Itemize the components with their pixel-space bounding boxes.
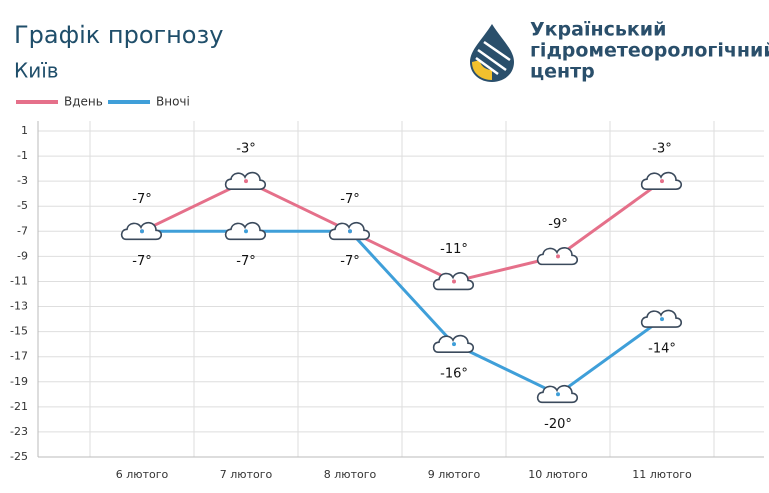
logo-text: Український	[530, 19, 666, 41]
x-tick-label: 9 лютого	[428, 468, 481, 481]
point	[244, 229, 248, 234]
value-label: -7°	[132, 192, 151, 207]
value-label: -7°	[340, 254, 359, 269]
value-label: -3°	[652, 142, 671, 157]
point	[452, 279, 456, 284]
y-tick-label: -1	[17, 149, 28, 162]
y-tick-label: -15	[10, 325, 28, 338]
value-label: -16°	[440, 367, 468, 382]
y-tick-label: -17	[10, 350, 28, 363]
legend-label: Вночі	[156, 95, 190, 109]
point	[452, 342, 456, 347]
legend-label: Вдень	[64, 95, 103, 109]
y-tick-label: -23	[10, 425, 28, 438]
point	[556, 392, 560, 397]
y-tick-label: -11	[10, 274, 28, 287]
value-label: -9°	[548, 217, 567, 232]
point	[660, 179, 664, 184]
x-tick-label: 10 лютого	[528, 468, 588, 481]
value-label: -7°	[236, 254, 255, 269]
value-label: -11°	[440, 242, 468, 257]
point	[556, 254, 560, 259]
value-label: -3°	[236, 142, 255, 157]
y-tick-label: -13	[10, 300, 28, 313]
x-tick-label: 11 лютого	[632, 468, 692, 481]
point	[348, 229, 352, 234]
value-label: -7°	[340, 192, 359, 207]
y-tick-label: -7	[17, 224, 28, 237]
y-tick-label: -5	[17, 199, 28, 212]
x-tick-label: 7 лютого	[220, 468, 273, 481]
value-label: -20°	[544, 417, 572, 432]
logo-icon	[470, 24, 514, 82]
y-tick-label: -3	[17, 174, 28, 187]
chart-title: Графік прогнозу	[14, 21, 223, 49]
value-label: -14°	[648, 342, 676, 357]
chart-subtitle: Київ	[14, 59, 59, 83]
y-tick-label: -21	[10, 400, 28, 413]
y-tick-label: -25	[10, 450, 28, 463]
point	[660, 317, 664, 322]
x-tick-label: 6 лютого	[116, 468, 169, 481]
logo-text: центр	[530, 61, 595, 83]
y-tick-label: -19	[10, 375, 28, 388]
point	[244, 179, 248, 184]
y-tick-label: 1	[21, 124, 28, 137]
point	[140, 229, 144, 234]
value-label: -7°	[132, 254, 151, 269]
x-tick-label: 8 лютого	[324, 468, 377, 481]
y-tick-label: -9	[17, 249, 28, 262]
logo-text: гідрометеорологічний	[530, 40, 769, 62]
